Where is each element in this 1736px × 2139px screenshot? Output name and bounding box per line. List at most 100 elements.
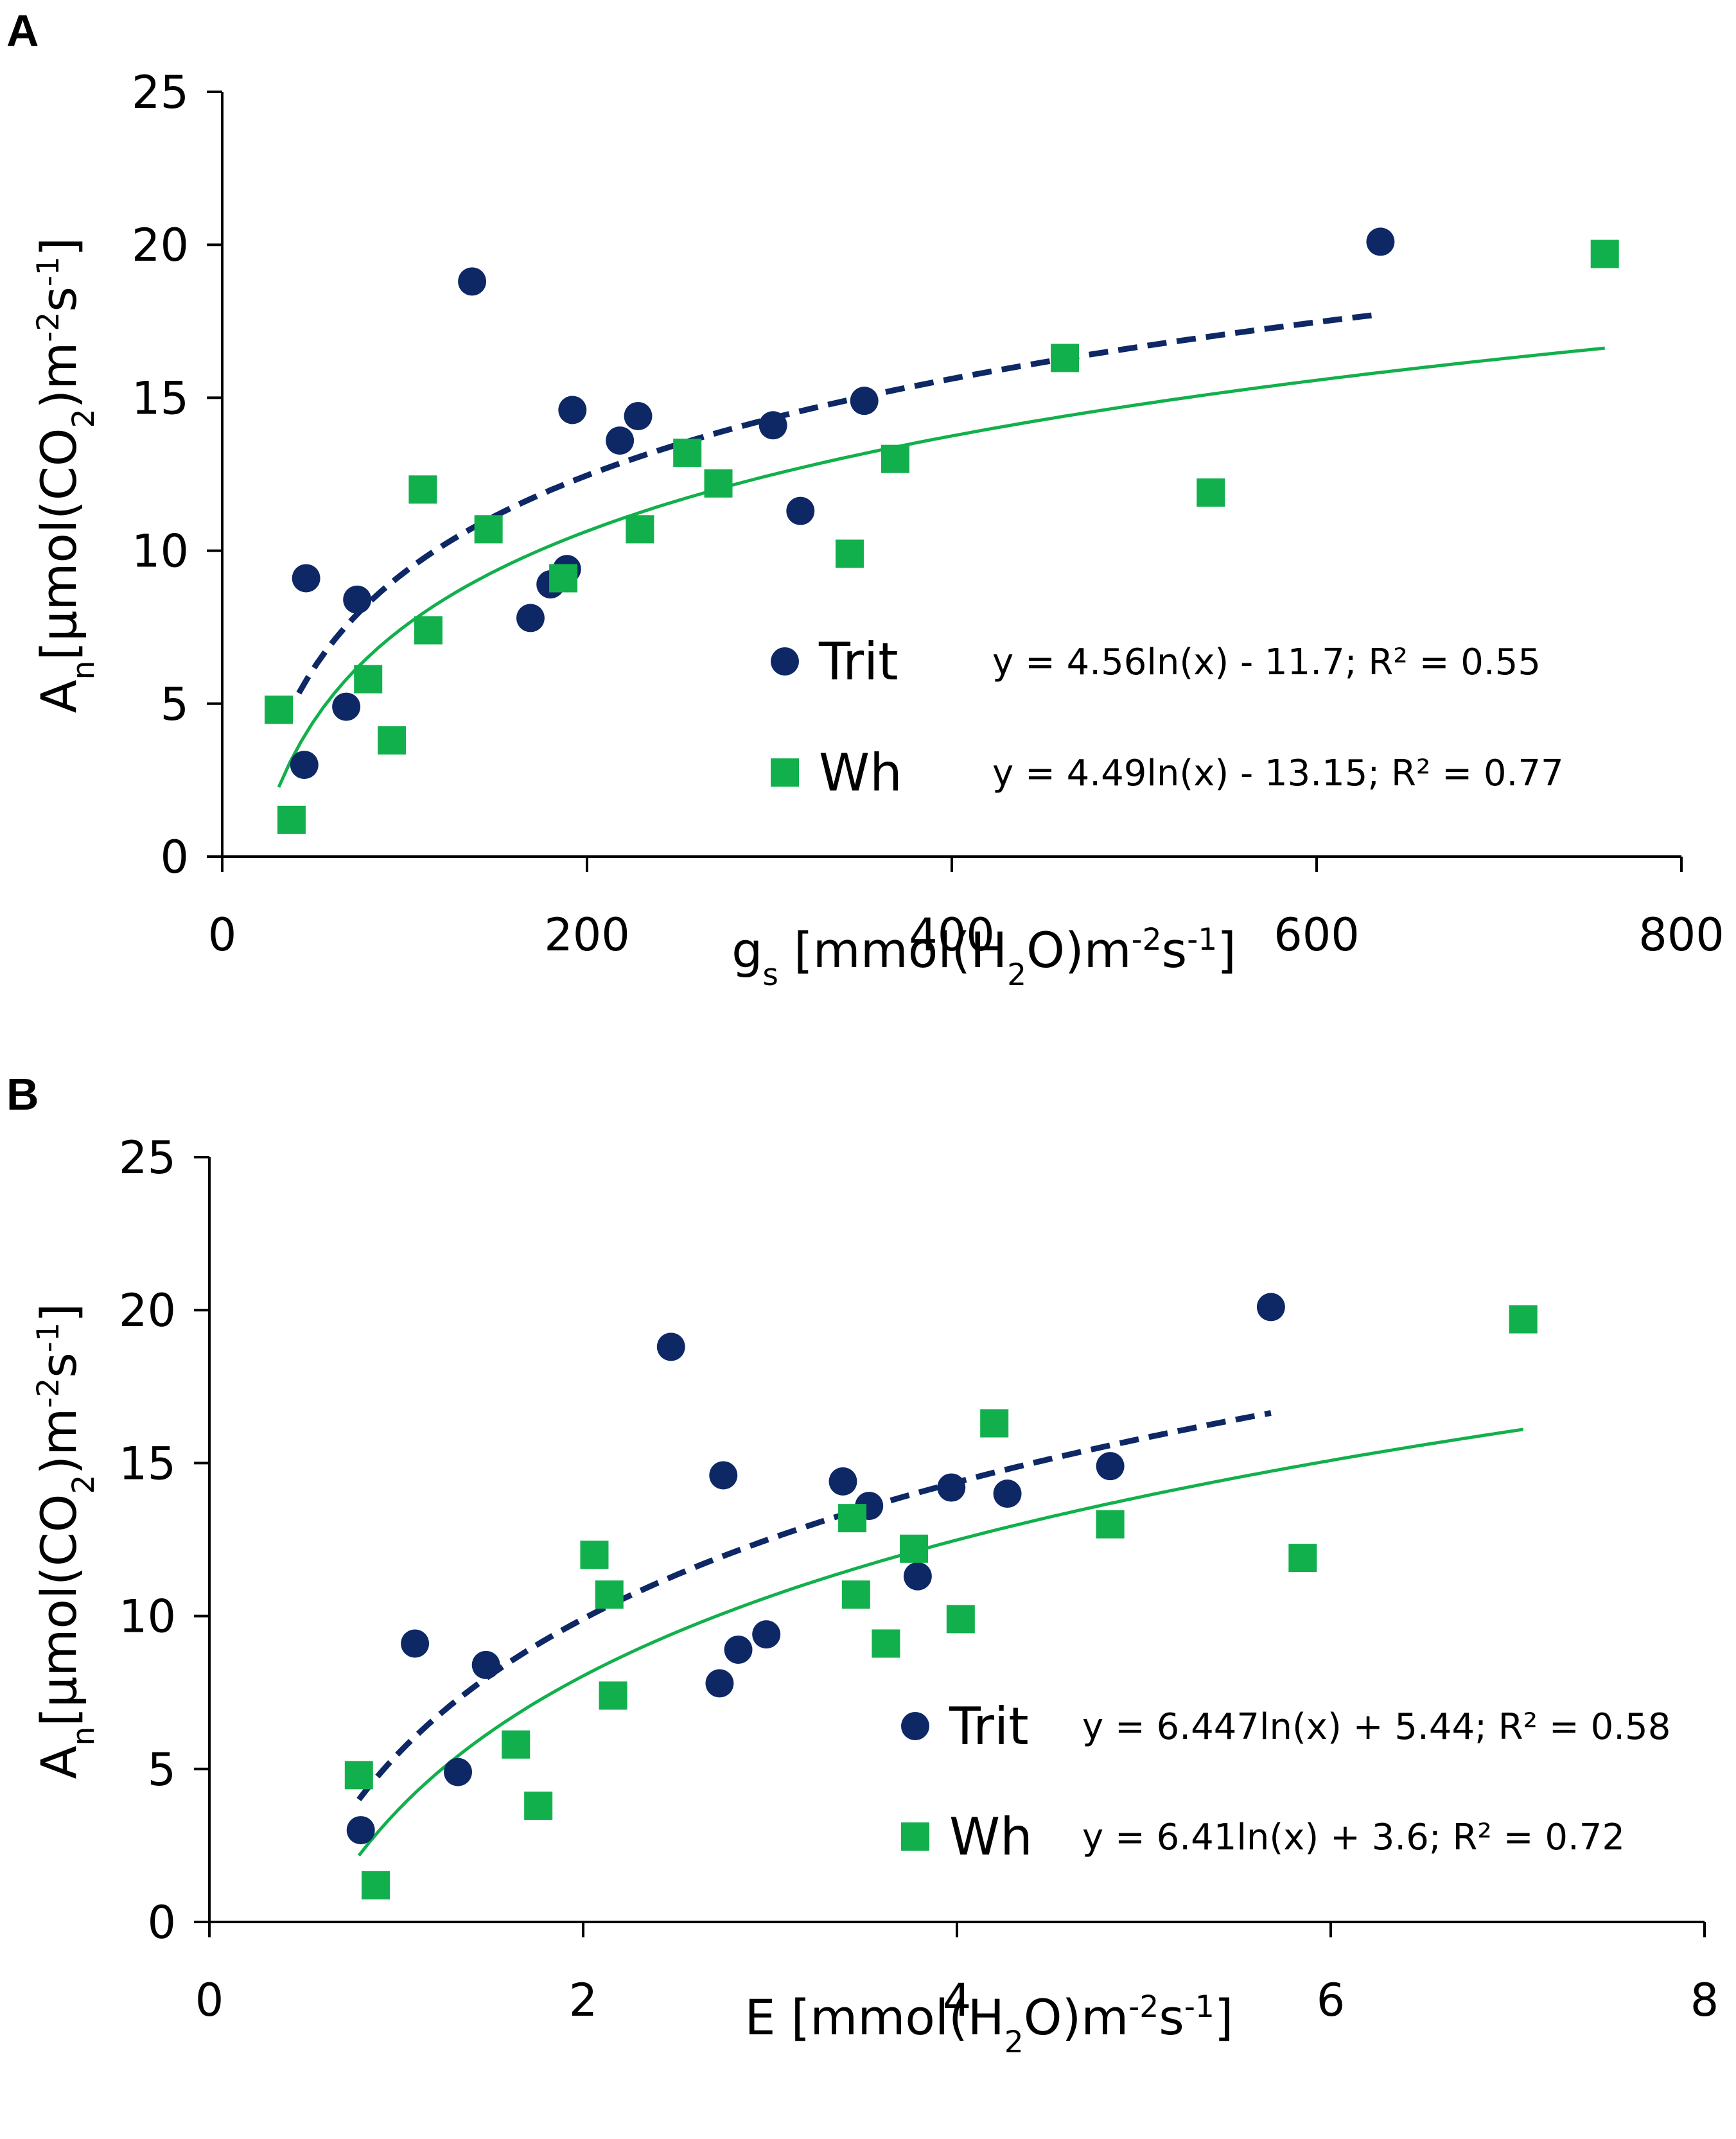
trit-point xyxy=(786,496,815,525)
wh-point xyxy=(378,726,407,755)
trit-point xyxy=(558,396,587,424)
wh-equation: y = 6.41ln(x) + 3.6; R² = 0.72 xyxy=(1082,1817,1625,1858)
trit-point xyxy=(471,1650,500,1679)
x-tick-label: 6 xyxy=(1317,1974,1346,2027)
trit-point xyxy=(346,1816,375,1845)
x-tick-label: 4 xyxy=(943,1974,972,2027)
panel-b-label: B xyxy=(6,1069,39,1119)
y-tick-label: 10 xyxy=(119,1591,176,1643)
trit-equation: y = 4.56ln(x) - 11.7; R² = 0.55 xyxy=(992,642,1541,683)
x-tick-label: 0 xyxy=(208,909,237,961)
trit-equation: y = 6.447ln(x) + 5.44; R² = 0.58 xyxy=(1082,1706,1670,1748)
x-tick-label: 0 xyxy=(195,1974,224,2027)
trit-point xyxy=(444,1758,473,1786)
y-tick-label: 0 xyxy=(147,1896,176,1949)
trit-point xyxy=(290,751,319,780)
wh-point xyxy=(673,439,702,467)
y-tick-label: 10 xyxy=(132,525,189,578)
trit-point xyxy=(343,585,372,614)
wh-point xyxy=(980,1409,1009,1438)
wh-point xyxy=(1288,1544,1317,1573)
legend-trit-marker xyxy=(901,1712,929,1740)
trit-point xyxy=(752,1620,781,1649)
trit-point xyxy=(724,1636,753,1664)
wh-point xyxy=(549,564,578,593)
x-tick-label: 800 xyxy=(1638,909,1724,961)
y-axis-label: An[µmol(CO2)m-2s-1] xyxy=(30,1304,101,1779)
x-axis-label: E [mmol(H2O)m-2s-1] xyxy=(744,1989,1233,2060)
wh-point xyxy=(595,1580,624,1609)
panel-a: A 0 5 10 15 20 25 0 200 400 600 800 gs [mmol(H2O)m-… xyxy=(6,6,1724,993)
wh-point xyxy=(900,1534,929,1563)
wh-point xyxy=(354,665,383,694)
wh-trendline xyxy=(277,346,1605,788)
trit-point xyxy=(292,564,320,593)
wh-point xyxy=(841,1580,870,1609)
wh-point xyxy=(414,616,443,645)
trit-point xyxy=(903,1562,932,1591)
trit-point xyxy=(656,1332,685,1361)
trit-point xyxy=(937,1473,966,1502)
wh-point xyxy=(474,515,503,544)
wh-point xyxy=(881,444,909,473)
y-axis-label: An[µmol(CO2)m-2s-1] xyxy=(30,238,101,713)
wh-point xyxy=(277,805,306,834)
legend-trit-label: Trit xyxy=(949,1697,1029,1756)
wh-trendline xyxy=(357,1427,1524,1857)
trit-point xyxy=(606,426,635,455)
panel-b: B 0 5 10 15 20 25 0 2 4 6 8 E [mmol(H2O)m-2s-1] An[µ… xyxy=(6,1069,1719,2060)
legend-wh-marker xyxy=(771,758,799,787)
x-tick-label: 2 xyxy=(569,1974,598,2027)
trit-point xyxy=(516,604,545,633)
wh-point xyxy=(524,1791,553,1820)
y-tick-label: 5 xyxy=(147,1743,176,1796)
y-tick-label: 25 xyxy=(119,1131,176,1184)
y-tick-label: 15 xyxy=(132,372,189,424)
x-tick-label: 400 xyxy=(909,909,995,961)
wh-point xyxy=(361,1871,390,1899)
wh-equation: y = 4.49ln(x) - 13.15; R² = 0.77 xyxy=(992,753,1564,794)
y-tick-label: 0 xyxy=(160,831,189,884)
x-tick-label: 600 xyxy=(1274,909,1360,961)
legend-wh-marker xyxy=(901,1822,929,1851)
trit-point xyxy=(1096,1452,1125,1481)
wh-point xyxy=(1096,1510,1125,1539)
wh-point xyxy=(1197,478,1225,507)
trit-point xyxy=(458,267,487,296)
wh-point xyxy=(835,539,864,568)
legend-trit-marker xyxy=(771,647,799,676)
wh-point xyxy=(344,1761,373,1790)
legend-wh-label: Wh xyxy=(819,743,902,803)
trit-point xyxy=(758,411,787,440)
trit-point xyxy=(624,401,653,430)
wh-point xyxy=(599,1681,627,1710)
legend-trit-label: Trit xyxy=(818,632,899,692)
y-tick-label: 15 xyxy=(119,1437,176,1490)
x-tick-label: 8 xyxy=(1690,1974,1719,2027)
wh-point xyxy=(838,1504,867,1533)
legend-wh-label: Wh xyxy=(949,1807,1033,1867)
y-tick-label: 20 xyxy=(119,1284,176,1337)
x-tick-label: 200 xyxy=(544,909,630,961)
trit-point xyxy=(709,1461,738,1490)
wh-point xyxy=(408,475,437,504)
wh-point xyxy=(704,469,733,498)
trit-point xyxy=(993,1480,1022,1508)
trit-point xyxy=(705,1669,734,1698)
panel-a-label: A xyxy=(6,6,39,56)
trit-point xyxy=(829,1467,857,1496)
wh-point xyxy=(946,1605,975,1634)
trit-point xyxy=(401,1629,430,1658)
y-tick-label: 25 xyxy=(132,66,189,119)
wh-point xyxy=(1509,1305,1538,1334)
wh-point xyxy=(872,1629,900,1658)
wh-point xyxy=(1051,344,1080,372)
x-axis-label: gs [mmol(H2O)m-2s-1] xyxy=(732,921,1236,993)
trit-point xyxy=(1366,227,1395,256)
trit-point xyxy=(850,387,879,415)
wh-point xyxy=(265,695,294,724)
y-tick-label: 20 xyxy=(132,219,189,272)
wh-point xyxy=(580,1541,609,1569)
trit-trendline xyxy=(356,1410,1272,1802)
